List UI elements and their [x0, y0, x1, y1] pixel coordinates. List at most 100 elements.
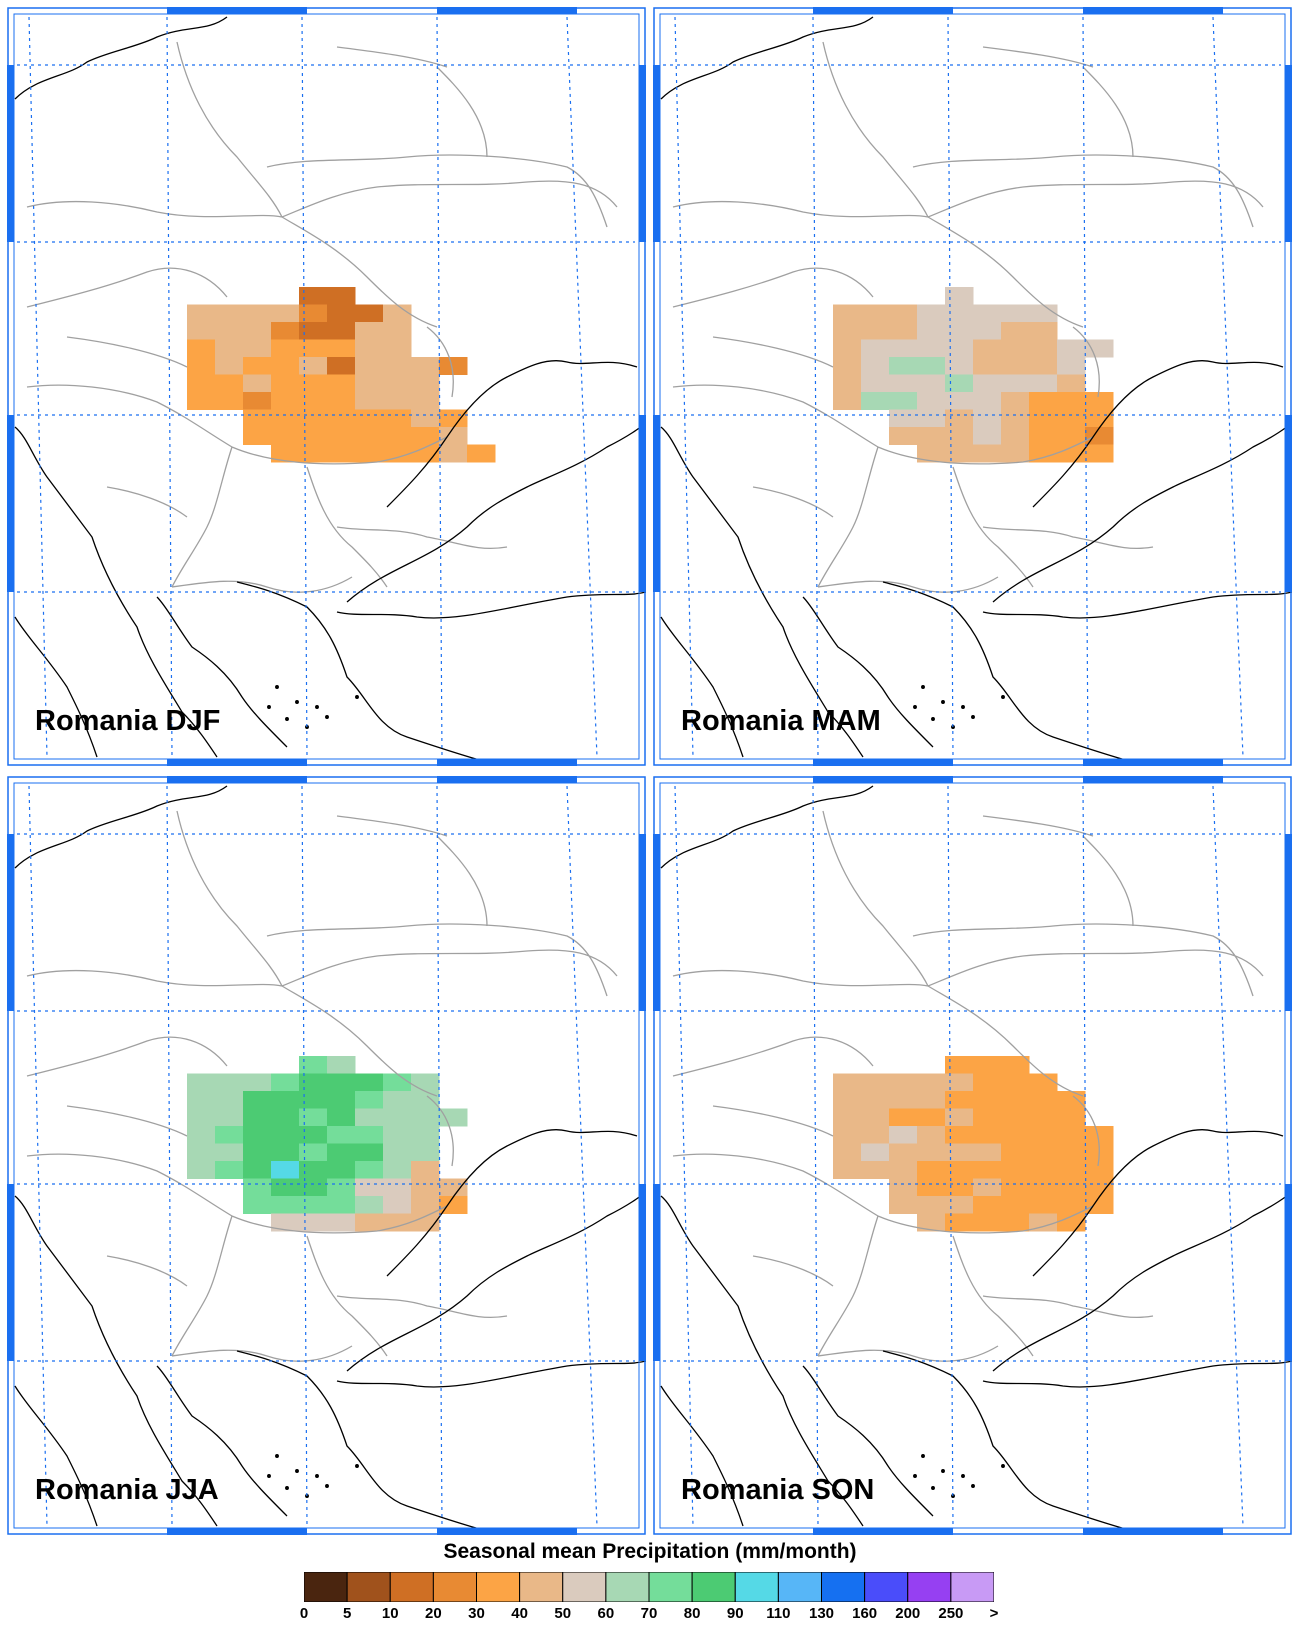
grid-cell — [945, 409, 974, 428]
grid-cell — [215, 322, 244, 340]
grid-cell — [355, 1143, 384, 1162]
grid-cell — [1029, 1213, 1058, 1232]
grid-cell — [439, 1196, 468, 1214]
grid-cell — [945, 339, 974, 358]
grid-cell — [861, 357, 890, 375]
grid-cell — [439, 357, 468, 375]
grid-cell — [299, 374, 328, 393]
grid-cell — [917, 1213, 946, 1232]
grid-cell — [917, 322, 946, 340]
grid-cell — [1001, 1108, 1030, 1127]
grid-cell — [187, 1073, 216, 1092]
grid-cell — [861, 1073, 890, 1092]
grid-cell — [945, 392, 974, 410]
grid-cell — [411, 1196, 440, 1214]
grid-cell — [973, 1161, 1002, 1179]
grid-cell — [945, 287, 974, 305]
precip-grid — [833, 287, 1114, 463]
grid-cell — [1085, 1161, 1114, 1179]
grid-cell — [411, 1178, 440, 1197]
grid-cell — [1057, 1126, 1086, 1144]
grid-cell — [973, 357, 1002, 375]
grid-cell — [1057, 1161, 1086, 1179]
coastlines — [660, 16, 1292, 763]
grid-cell — [271, 1161, 300, 1179]
grid-cell — [1001, 357, 1030, 375]
grid-cell — [411, 427, 440, 445]
graticule — [663, 16, 1281, 758]
grid-cell — [945, 444, 974, 463]
grid-cell — [243, 1178, 272, 1197]
grid-cell — [439, 409, 468, 428]
grid-cell — [1029, 1073, 1058, 1092]
grid-cell — [945, 374, 974, 393]
grid-cell — [187, 1091, 216, 1109]
grid-cell — [215, 374, 244, 393]
grid-cell — [271, 1126, 300, 1144]
grid-cell — [973, 409, 1002, 428]
grid-cell — [327, 1196, 356, 1214]
grid-cell — [917, 1126, 946, 1144]
grid-cell — [299, 1126, 328, 1144]
grid-cell — [215, 1161, 244, 1179]
graticule — [17, 785, 635, 1527]
grid-cell — [1029, 1196, 1058, 1214]
grid-cell — [917, 1196, 946, 1214]
grid-cell — [889, 1161, 918, 1179]
grid-cell — [383, 357, 412, 375]
grid-cell — [271, 1108, 300, 1127]
grid-cell — [945, 357, 974, 375]
grid-cell — [861, 1126, 890, 1144]
colorbar-level-label: 130 — [808, 1605, 835, 1622]
grid-cell — [327, 374, 356, 393]
grid-cell — [243, 1143, 272, 1162]
colorbar-level-label: 30 — [468, 1605, 485, 1622]
grid-cell — [299, 1196, 328, 1214]
grid-cell — [383, 1178, 412, 1197]
grid-cell — [187, 339, 216, 358]
grid-cell — [945, 1143, 974, 1162]
grid-cell — [1057, 1108, 1086, 1127]
grid-cell — [411, 1143, 440, 1162]
grid-cell — [973, 1213, 1002, 1232]
grid-cell — [271, 374, 300, 393]
grid-cell — [945, 1073, 974, 1092]
grid-cell — [299, 339, 328, 358]
grid-cell — [271, 339, 300, 358]
grid-cell — [1085, 1126, 1114, 1144]
colorbar-level-label: 50 — [554, 1605, 572, 1622]
grid-cell — [973, 1108, 1002, 1127]
grid-cell — [243, 304, 272, 323]
colorbar-level-label: 90 — [726, 1605, 744, 1622]
grid-cell — [327, 304, 356, 323]
grid-cell — [917, 427, 946, 445]
grid-cell — [355, 409, 384, 428]
colorbar-level-label: 5 — [342, 1605, 352, 1622]
country-borders — [26, 41, 618, 593]
grid-cell — [271, 1073, 300, 1092]
grid-cell — [1001, 1091, 1030, 1109]
grid-cell — [327, 287, 356, 305]
grid-cell — [973, 1056, 1002, 1074]
grid-cell — [889, 427, 918, 445]
grid-cell — [327, 1073, 356, 1092]
grid-cell — [917, 1091, 946, 1109]
grid-cell — [383, 409, 412, 428]
grid-cell — [1057, 409, 1086, 428]
coastlines — [660, 785, 1292, 1532]
grid-cell — [243, 1161, 272, 1179]
grid-cell — [355, 1073, 384, 1092]
grid-cell — [917, 1178, 946, 1197]
grid-cell — [271, 1178, 300, 1197]
grid-cell — [243, 339, 272, 358]
grid-cell — [1029, 1161, 1058, 1179]
grid-cell — [355, 1213, 384, 1232]
grid-cell — [973, 427, 1002, 445]
grid-cell — [271, 357, 300, 375]
grid-cell — [833, 1108, 862, 1127]
grid-cell — [889, 357, 918, 375]
colorbar-swatch — [821, 1572, 866, 1602]
country-borders — [672, 810, 1264, 1362]
grid-cell — [945, 1091, 974, 1109]
grid-cell — [299, 444, 328, 463]
